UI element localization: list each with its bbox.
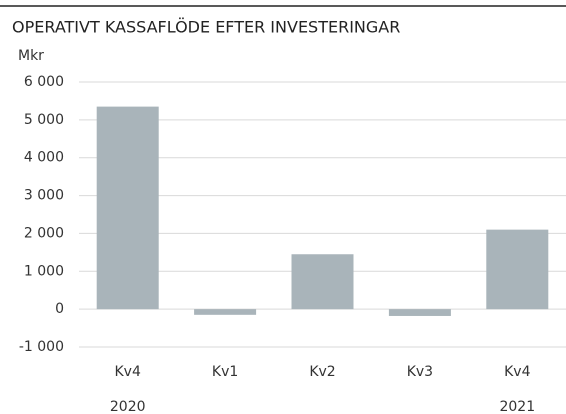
y-tick-label: 6 000 [24,74,64,90]
y-axis-label: Mkr [18,48,44,64]
x-tick-label: Kv2 [309,364,335,380]
y-tick-label: 0 [55,301,64,317]
x-tick-label: Kv4 [115,364,141,380]
year-label: 2020 [110,399,146,414]
chart-title: OPERATIVT KASSAFLÖDE EFTER INVESTERINGAR [12,18,400,37]
year-label: 2021 [499,399,535,414]
bar [194,309,257,315]
y-tick-label: 4 000 [24,150,64,166]
bar [291,254,354,310]
y-tick-label: -1 000 [19,339,64,355]
y-tick-label: 5 000 [24,112,64,128]
bar [486,229,549,310]
bar [96,106,159,310]
y-tick-label: 1 000 [24,263,64,279]
y-tick-label: 2 000 [24,225,64,241]
y-tick-label: 3 000 [24,188,64,204]
x-tick-label: Kv4 [504,364,530,380]
bar [388,309,451,316]
x-tick-label: Kv1 [212,364,238,380]
x-tick-label: Kv3 [407,364,433,380]
